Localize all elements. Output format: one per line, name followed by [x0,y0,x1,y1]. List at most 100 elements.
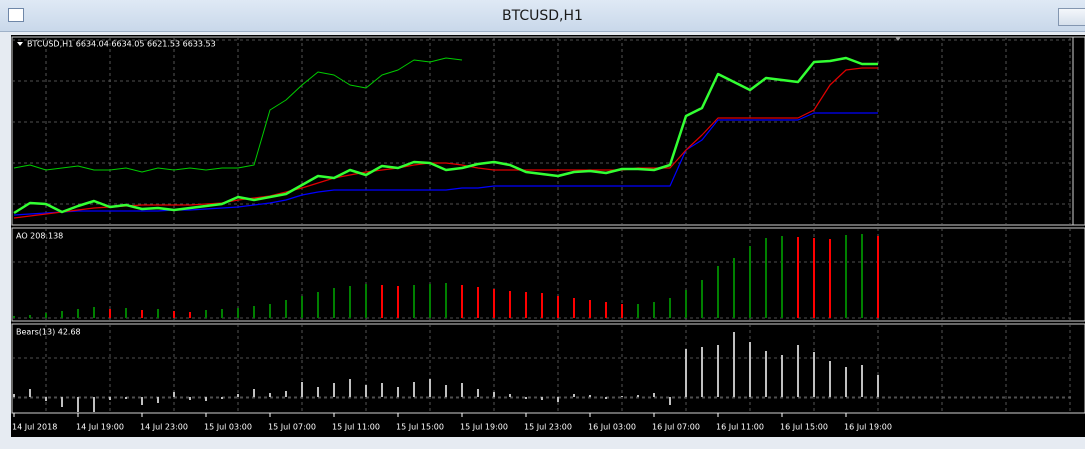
histogram-bar [461,383,463,397]
histogram-bar [13,316,15,318]
histogram-bar [733,258,735,318]
histogram-bar [653,302,655,318]
histogram-bar [813,352,815,397]
series-line [13,67,878,219]
histogram-bar [461,285,463,318]
histogram-bar [621,304,623,318]
histogram-bar [429,284,431,318]
histogram-bar [349,379,351,397]
x-tick-label: 14 Jul 23:00 [140,423,188,432]
histogram-bar [221,309,223,318]
series-line [13,57,463,173]
histogram-bar [93,307,95,318]
histogram-bar [77,397,79,412]
menu-arrow[interactable] [17,42,23,46]
histogram-bar [381,285,383,318]
histogram-bar [477,389,479,397]
histogram-bar [749,246,751,318]
histogram-bar [109,309,111,318]
histogram-bar [333,288,335,318]
histogram-bar [605,302,607,318]
shift-marker [895,37,901,41]
histogram-bar [573,394,575,397]
histogram-bar [269,393,271,397]
window-button[interactable] [1058,8,1085,26]
histogram-bar [125,308,127,318]
histogram-bar [589,300,591,318]
histogram-bar [413,382,415,397]
histogram-bar [237,394,239,397]
histogram-bar [829,239,831,318]
histogram-bar [109,397,111,400]
histogram-bar [141,397,143,405]
histogram-bar [445,283,447,318]
histogram-bar [685,290,687,318]
histogram-bar [557,397,559,402]
x-tick-label: 15 Jul 11:00 [332,423,380,432]
histogram-bar [429,379,431,397]
histogram-bar [397,387,399,397]
histogram-bar [845,235,847,318]
ao-title: AO 208.138 [16,232,63,241]
histogram-bar [605,397,607,399]
histogram-bar [493,289,495,318]
histogram-bar [685,349,687,397]
histogram-bar [781,355,783,397]
series-line [13,112,878,216]
window-title: BTCUSD,H1 [502,8,583,24]
histogram-bar [669,397,671,405]
histogram-bar [445,385,447,397]
histogram-bar [173,311,175,318]
histogram-bar [509,394,511,397]
histogram-bar [509,291,511,318]
histogram-bar [717,266,719,318]
x-tick-label: 15 Jul 03:00 [204,423,252,432]
histogram-bar [157,309,159,318]
histogram-bar [141,310,143,318]
histogram-bar [541,397,543,400]
histogram-bar [13,394,15,397]
histogram-bar [253,306,255,318]
histogram-bar [269,304,271,318]
x-tick-label: 16 Jul 11:00 [716,423,764,432]
x-tick-label: 15 Jul 07:00 [268,423,316,432]
main-title: BTCUSD,H1 6634.04 6634.05 6621.53 6633.5… [27,40,216,49]
histogram-bar [29,315,31,318]
histogram-bar [637,395,639,397]
histogram-bar [381,383,383,397]
series-line [13,56,878,215]
x-tick-label: 15 Jul 15:00 [396,423,444,432]
bears-title: Bears(13) 42.68 [16,328,81,337]
x-tick-label: 16 Jul 03:00 [588,423,636,432]
histogram-bar [861,365,863,397]
histogram-bar [173,392,175,397]
histogram-bar [237,308,239,318]
histogram-bar [621,396,623,397]
histogram-bar [797,237,799,318]
histogram-bar [845,367,847,397]
histogram-bar [877,375,879,397]
histogram-bar [317,292,319,318]
histogram-bar [765,238,767,318]
histogram-bar [77,309,79,318]
histogram-bar [317,387,319,397]
histogram-bar [813,238,815,318]
x-tick-label: 16 Jul 15:00 [780,423,828,432]
histogram-bar [541,293,543,318]
histogram-bar [637,304,639,318]
histogram-bar [301,296,303,318]
histogram-bar [205,397,207,401]
histogram-bar [413,285,415,318]
histogram-bar [877,236,879,318]
histogram-bar [397,286,399,318]
histogram-bar [669,298,671,318]
histogram-bar [861,234,863,318]
chart-background [11,35,1085,437]
histogram-bar [653,393,655,397]
histogram-bar [701,280,703,318]
histogram-bar [333,383,335,397]
histogram-bar [61,311,63,318]
window-icon [8,8,24,22]
x-tick-label: 14 Jul 19:00 [76,423,124,432]
histogram-bar [125,397,127,399]
